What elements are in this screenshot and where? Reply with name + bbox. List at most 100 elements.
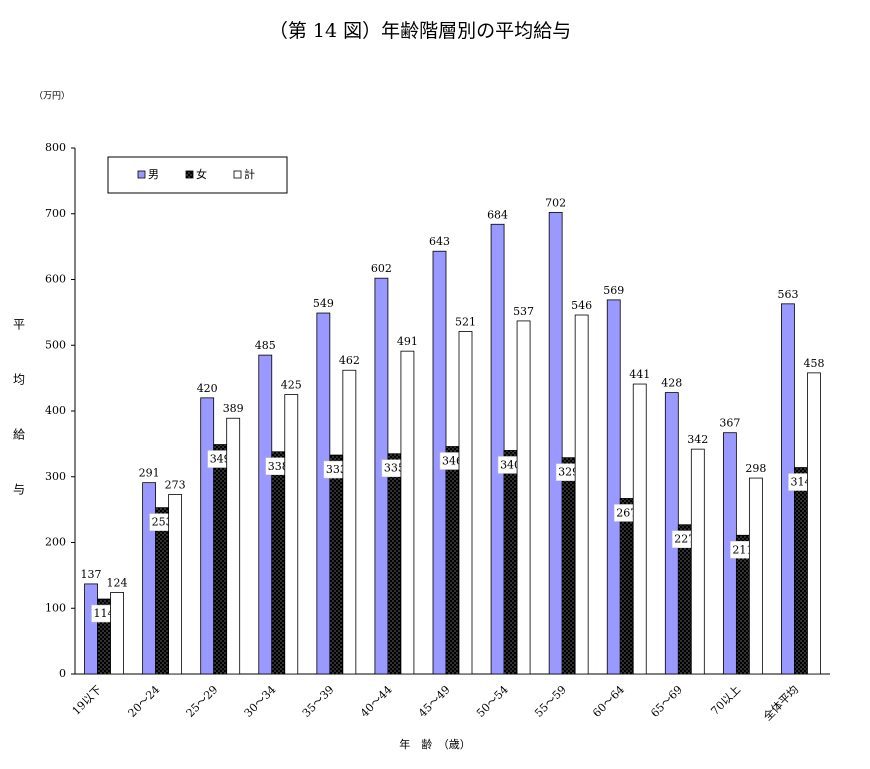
value-label: 441 — [629, 368, 650, 381]
value-label: 602 — [371, 262, 392, 275]
value-label: 563 — [777, 288, 798, 301]
value-label: 124 — [107, 576, 128, 589]
value-label: 546 — [571, 299, 592, 312]
x-tick-label: 30～34 — [242, 683, 279, 720]
bar — [316, 312, 331, 675]
bar — [632, 383, 647, 675]
x-tick-label: 35～39 — [300, 683, 337, 720]
bar — [110, 592, 124, 675]
bar — [258, 354, 273, 675]
bar — [690, 448, 705, 675]
y-tick-label: 0 — [59, 667, 66, 680]
value-label: 340 — [500, 458, 521, 471]
value-label: 367 — [719, 417, 740, 430]
x-tick-label: 65～69 — [648, 683, 685, 720]
y-tick-label: 300 — [45, 470, 66, 483]
x-tick-label: 50～54 — [474, 683, 511, 720]
bar — [503, 450, 518, 675]
bar — [490, 223, 505, 675]
value-label: 349 — [210, 453, 231, 466]
legend-label: 計 — [244, 167, 255, 181]
bar — [548, 212, 563, 675]
bar — [387, 453, 402, 675]
bar — [574, 314, 589, 675]
unit-label: （万円） — [34, 91, 70, 102]
bar — [84, 583, 98, 675]
bar — [271, 451, 286, 675]
value-label: 329 — [558, 466, 579, 479]
bar — [619, 498, 634, 675]
x-axis-label: 年 齢 （歳） — [399, 737, 471, 751]
value-label: 549 — [313, 297, 334, 310]
bar — [516, 320, 531, 675]
y-tick-label: 100 — [45, 601, 66, 614]
value-label: 273 — [165, 479, 186, 492]
chart-title: （第 14 図）年齢階層別の平均給与 — [269, 20, 571, 42]
value-label: 342 — [687, 433, 708, 446]
x-tick-label: 70以上 — [708, 683, 743, 718]
value-label: 267 — [616, 506, 637, 519]
bar — [807, 372, 821, 675]
x-tick-label: 45～49 — [416, 683, 453, 720]
value-label: 338 — [268, 460, 289, 473]
value-label: 458 — [803, 357, 824, 370]
bar — [794, 467, 808, 675]
value-label: 227 — [674, 533, 695, 546]
x-tick-label: 40～44 — [358, 683, 395, 720]
bar — [155, 507, 170, 675]
value-label: 335 — [384, 462, 405, 475]
x-tick-label: 60～64 — [590, 683, 627, 720]
legend-swatch — [185, 170, 194, 179]
y-tick-label: 600 — [45, 273, 66, 286]
value-label: 333 — [326, 463, 347, 476]
value-label: 346 — [442, 455, 463, 468]
x-tick-label: 55～59 — [532, 683, 569, 720]
value-label: 684 — [487, 208, 508, 221]
value-label: 569 — [603, 284, 624, 297]
value-label: 428 — [661, 377, 682, 390]
y-tick-label: 500 — [45, 338, 66, 351]
value-label: 643 — [429, 235, 450, 248]
bar — [458, 331, 473, 675]
x-tick-label: 全体平均 — [760, 682, 801, 723]
value-label: 491 — [397, 335, 418, 348]
value-label: 420 — [197, 382, 218, 395]
x-tick-label: 20～24 — [126, 683, 163, 720]
bar — [400, 350, 415, 675]
value-label: 137 — [81, 568, 102, 581]
bar — [445, 446, 460, 675]
bar — [168, 494, 183, 675]
x-tick-label: 25～29 — [184, 683, 221, 720]
value-label: 521 — [455, 315, 476, 328]
legend-swatch — [137, 170, 146, 179]
legend-label: 女 — [196, 167, 207, 181]
bar — [200, 397, 215, 675]
value-label: 702 — [545, 196, 566, 209]
bar — [284, 394, 299, 675]
y-axis-label: 平均給与 — [12, 318, 26, 538]
y-tick-label: 400 — [45, 404, 66, 417]
value-label: 314 — [790, 476, 811, 489]
y-tick-label: 200 — [45, 536, 66, 549]
legend-label: 男 — [148, 168, 159, 181]
legend-swatch — [233, 170, 242, 179]
bar — [561, 457, 576, 675]
y-tick-label: 800 — [45, 141, 66, 154]
value-label: 462 — [339, 354, 360, 367]
value-label: 253 — [152, 516, 173, 529]
value-label: 291 — [139, 467, 160, 480]
y-tick-label: 700 — [45, 207, 66, 220]
bar — [329, 454, 344, 675]
bar — [142, 482, 157, 675]
value-label: 485 — [255, 339, 276, 352]
value-label: 211 — [732, 543, 753, 556]
x-tick-label: 19以下 — [70, 683, 105, 718]
bar — [748, 477, 763, 675]
bar — [226, 417, 241, 675]
value-label: 425 — [281, 379, 302, 392]
value-label: 298 — [745, 462, 766, 475]
bar — [606, 299, 621, 675]
value-label: 537 — [513, 305, 534, 318]
value-label: 114 — [94, 607, 115, 620]
